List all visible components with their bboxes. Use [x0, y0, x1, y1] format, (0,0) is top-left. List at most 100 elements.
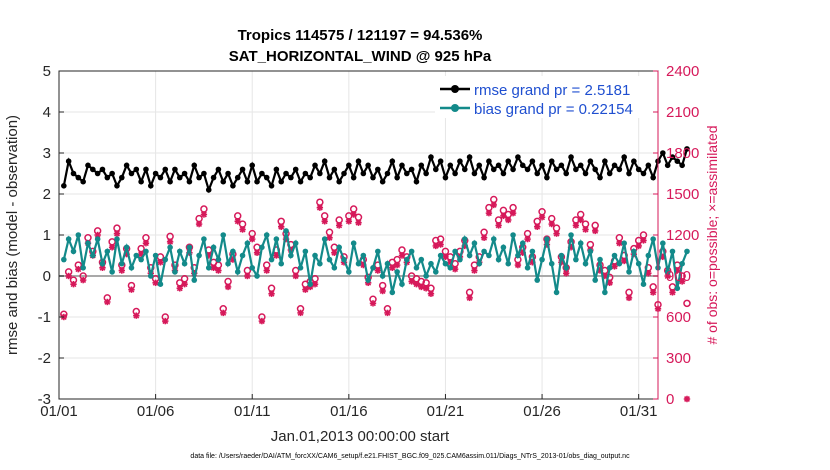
bias-point — [147, 273, 154, 279]
rmse-point — [539, 162, 545, 169]
y2-tick-label: 600 — [666, 309, 691, 326]
bias-point — [515, 252, 521, 259]
assimilated-obs-stroke — [181, 281, 188, 288]
rmse-point — [278, 178, 285, 185]
rmse-point — [104, 174, 111, 181]
assimilated-obs-stroke — [481, 234, 488, 241]
assimilated-obs-marker — [263, 267, 270, 274]
assimilated-obs-marker — [553, 230, 560, 237]
assimilated-obs-marker — [234, 218, 241, 225]
rmse-point — [254, 178, 260, 185]
rmse-point — [109, 170, 115, 177]
bias-point — [278, 260, 285, 267]
bias-point — [660, 240, 666, 246]
assimilated-obs-stroke — [413, 281, 420, 288]
bias-point — [452, 248, 458, 255]
assimilated-obs-stroke — [471, 267, 478, 274]
assimilated-obs-marker — [393, 261, 401, 269]
x-tick-label: 01/21 — [427, 403, 465, 420]
assimilated-obs-stroke — [384, 309, 391, 316]
assimilated-obs-marker — [582, 226, 589, 233]
assimilated-obs-marker — [292, 272, 299, 280]
assimilated-obs-stroke — [394, 262, 401, 269]
rmse-point — [215, 166, 222, 173]
rmse-point — [346, 162, 352, 169]
assimilated-obs-marker — [220, 309, 227, 317]
bias-point — [490, 236, 497, 242]
bias-point — [288, 252, 294, 259]
bias-point — [90, 252, 96, 259]
bias-point — [172, 269, 178, 275]
rmse-point — [157, 174, 164, 181]
assimilated-obs-stroke — [669, 289, 676, 296]
assimilated-obs-stroke — [626, 294, 632, 301]
assimilated-obs-stroke — [80, 277, 87, 284]
assimilated-obs-stroke — [99, 264, 106, 271]
assimilated-obs-marker — [437, 241, 444, 248]
assimilated-obs-stroke — [505, 217, 512, 223]
legend-box — [435, 76, 653, 118]
assimilated-obs-marker — [611, 263, 618, 270]
rmse-point — [176, 174, 183, 181]
bias-point — [196, 252, 202, 259]
assimilated-obs-stroke — [162, 318, 169, 325]
rmse-point — [423, 170, 429, 177]
assimilated-obs-marker — [669, 289, 676, 296]
bias-point — [553, 289, 560, 296]
assimilated-obs-stroke — [370, 300, 376, 307]
assimilated-obs-stroke — [321, 218, 328, 225]
bias-point — [268, 256, 275, 263]
bias-point — [225, 260, 231, 267]
rmse-point — [674, 158, 681, 164]
assimilated-obs-marker — [133, 312, 140, 319]
assimilated-obs-marker — [524, 235, 531, 243]
bias-point — [606, 265, 613, 271]
assimilated-obs-stroke — [234, 218, 241, 225]
assimilated-obs-marker — [152, 279, 159, 287]
rmse-point — [568, 154, 574, 160]
bias-point — [143, 248, 149, 255]
y-axis-ticks: -3 -2 -1 0 1 2 3 4 5 — [38, 63, 64, 408]
bias-point — [457, 256, 463, 263]
rmse-point — [626, 170, 632, 177]
bias-point — [307, 281, 313, 288]
rmse-point — [70, 170, 77, 177]
assimilated-obs-stroke — [196, 221, 203, 228]
rmse-point — [302, 170, 309, 177]
bias-point — [336, 244, 342, 251]
rmse-point — [283, 170, 289, 177]
rmse-point — [225, 170, 231, 177]
y2-tick-label: 1800 — [666, 145, 699, 162]
bias-point — [505, 260, 512, 267]
y-tick-label: 2 — [43, 186, 51, 203]
y-tick-label: -1 — [38, 309, 51, 326]
legend-rmse-marker — [451, 85, 459, 93]
bias-point — [201, 236, 207, 242]
bias-point — [109, 269, 115, 275]
assimilated-obs-stroke — [582, 226, 589, 233]
bias-point — [312, 252, 318, 259]
assimilated-obs-marker — [335, 222, 343, 229]
assimilated-obs-stroke — [500, 212, 507, 219]
rmse-point — [452, 170, 458, 177]
bias-point — [176, 248, 183, 255]
assimilated-obs-marker — [258, 317, 266, 325]
bias-point — [679, 260, 685, 267]
bias-point — [61, 256, 67, 263]
assimilated-obs-stroke — [104, 299, 111, 305]
rmse-point — [312, 162, 318, 169]
assimilated-obs-marker — [162, 317, 169, 325]
rmse-point — [592, 166, 599, 173]
rmse-point — [220, 178, 227, 185]
y-tick-label: 4 — [43, 104, 51, 121]
rmse-point — [418, 162, 425, 169]
rmse-point — [529, 158, 536, 164]
rmse-point — [606, 170, 613, 177]
assimilated-obs-marker — [108, 244, 116, 251]
rmse-point — [205, 187, 212, 193]
assimilated-obs-marker — [70, 281, 77, 288]
assimilated-obs-stroke — [389, 264, 396, 271]
rmse-point — [490, 166, 497, 173]
rmse-point — [288, 174, 294, 181]
bias-point — [539, 256, 545, 263]
